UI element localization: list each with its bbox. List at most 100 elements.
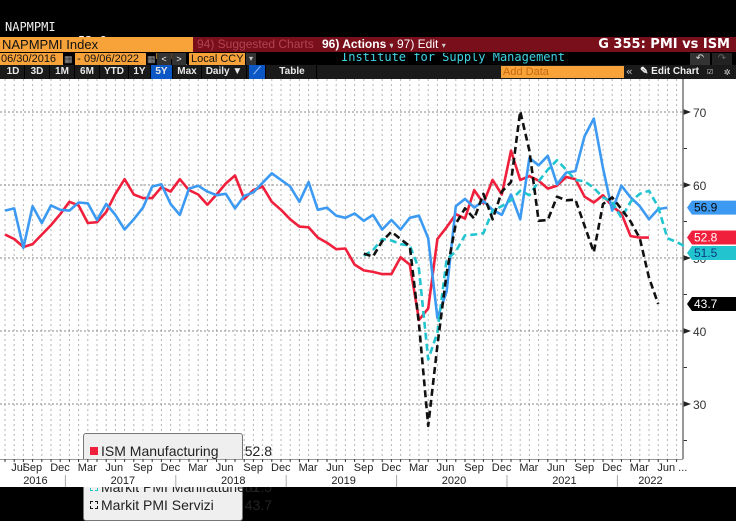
y-tick-marker: [683, 328, 691, 334]
range-3d-button[interactable]: 3D: [25, 65, 50, 79]
currency-select[interactable]: Local CCY: [189, 53, 245, 65]
actions-menu[interactable]: 96) Actions ▾: [318, 37, 394, 52]
legend-label: Markit PMI Servizi: [101, 497, 214, 513]
ticker: NAPMPMI: [5, 20, 56, 34]
redo-icon[interactable]: ↷: [712, 53, 732, 65]
range-ytd-button[interactable]: YTD: [100, 65, 129, 79]
range-5y-button[interactable]: 5Y: [151, 65, 173, 79]
edit-chart-label: Edit Chart: [651, 66, 699, 77]
y-tick-label: 40: [693, 325, 707, 339]
x-month-label: Jun: [216, 462, 234, 474]
quote-header: NAPMPMI 52.8 For Aug Next Release 03 Oct…: [0, 6, 736, 132]
calendar-icon[interactable]: ▦: [147, 54, 156, 64]
series-line-ism-manufacturing: [4, 149, 649, 322]
range-toolbar: 1D 3D 1M 6M YTD 1Y 5Y Max Daily ▼ ⟋ Tabl…: [0, 65, 736, 79]
chevron-down-icon: ▾: [441, 41, 446, 50]
range-1m-button[interactable]: 1M: [50, 65, 75, 79]
legend-swatch: [90, 501, 98, 509]
x-month-label: Mar: [519, 462, 538, 474]
x-year-label: 2021: [552, 475, 576, 487]
security-input[interactable]: NAPMPMI Index: [0, 37, 193, 52]
y-tick-marker: [683, 255, 691, 261]
y-tick-marker: [683, 182, 691, 188]
x-month-label: Sep: [354, 462, 374, 474]
line-chart-icon[interactable]: ⟋: [249, 65, 266, 79]
series-line-markit-pmi-manifatturiero: [363, 158, 687, 361]
x-year-label: 2017: [111, 475, 135, 487]
y-tick-label: 60: [693, 179, 707, 193]
edit-label: 97) Edit: [397, 37, 439, 51]
series-line-markit-pmi-servizi: [363, 110, 660, 428]
x-month-label: Dec: [492, 462, 512, 474]
chevron-down-icon[interactable]: ▾: [246, 53, 256, 65]
x-month-label: Sep: [133, 462, 153, 474]
undo-icon[interactable]: ↶: [690, 53, 710, 65]
end-date-input[interactable]: 09/06/2022: [83, 53, 146, 65]
axis-value-tag: [687, 246, 736, 261]
x-axis: Jul Sep Dec Mar Jun Sep Dec Mar Jun Sep Dec Mar Jun S…: [0, 458, 736, 487]
y-tick-marker: [683, 401, 691, 407]
x-month-label: Dec: [602, 462, 622, 474]
legend-value: 52.8: [244, 443, 272, 459]
gear-icon[interactable]: ✲: [723, 65, 731, 78]
x-month-label: Jun ...: [657, 462, 687, 474]
y-tick-label: 70: [693, 106, 707, 120]
x-month-label: Dec: [271, 462, 291, 474]
legend-item-ism-manufacturing[interactable]: ISM Manufacturing 52.8: [90, 442, 280, 460]
chart-svg: 304050607056.952.851.543.7: [0, 79, 736, 459]
x-month-label: Dec: [161, 462, 181, 474]
x-year-label: 2022: [638, 475, 662, 487]
axis-value-tag: [687, 200, 736, 215]
y-tick-marker: [683, 109, 691, 115]
x-month-label: Mar: [78, 462, 97, 474]
x-month-label: Dec: [381, 462, 401, 474]
x-month-label: Mar: [630, 462, 649, 474]
calendar-icon[interactable]: ▦: [64, 54, 73, 64]
edit-menu[interactable]: 97) Edit ▾: [393, 37, 459, 52]
axis-value-tag-label: 43.7: [694, 297, 718, 311]
x-month-label: Sep: [23, 462, 43, 474]
add-data-input[interactable]: Add Data: [501, 66, 624, 78]
next-period-button[interactable]: >: [172, 53, 186, 65]
range-6m-button[interactable]: 6M: [75, 65, 100, 79]
x-month-label: Jun: [437, 462, 455, 474]
start-date-input[interactable]: 06/30/2016: [0, 53, 63, 65]
suggested-charts-button[interactable]: 94) Suggested Charts: [193, 37, 319, 52]
chart-options-icon[interactable]: ☑: [706, 66, 714, 77]
range-1d-button[interactable]: 1D: [2, 65, 25, 79]
range-max-button[interactable]: Max: [173, 65, 202, 79]
x-year-label: 2019: [331, 475, 355, 487]
collapse-icon[interactable]: «: [626, 65, 633, 78]
x-month-label: Mar: [299, 462, 318, 474]
chart-title: G 355: PMI vs ISM: [598, 37, 730, 52]
pencil-icon: ✎: [640, 66, 649, 77]
edit-chart-button[interactable]: ✎ Edit Chart: [640, 65, 699, 79]
x-month-label: Sep: [464, 462, 484, 474]
legend-swatch: [90, 447, 98, 455]
axis-value-tag: [687, 230, 736, 245]
x-month-label: Sep: [243, 462, 263, 474]
security-bar: NAPMPMI Index 94) Suggested Charts 96) A…: [0, 37, 736, 53]
x-month-label: Mar: [188, 462, 207, 474]
chart-area: 304050607056.952.851.543.7 ISM Manufactu…: [0, 79, 736, 521]
y-tick-label: 30: [693, 398, 707, 412]
legend-label: ISM Manufacturing: [101, 443, 219, 459]
x-year-label: 2016: [23, 475, 47, 487]
range-1y-button[interactable]: 1Y: [129, 65, 151, 79]
axis-value-tag: [687, 296, 736, 311]
x-month-label: Dec: [50, 462, 70, 474]
prev-period-button[interactable]: <: [157, 53, 171, 65]
x-month-label: Jun: [105, 462, 123, 474]
legend-item-markit-servizi[interactable]: Markit PMI Servizi 43.7: [90, 496, 280, 514]
source-name: Institute for Supply Management: [341, 50, 565, 64]
chevron-down-icon: ▾: [389, 41, 394, 50]
axis-value-tag-label: 56.9: [694, 201, 718, 215]
axis-value-tag-label: 51.5: [694, 246, 718, 260]
table-button[interactable]: Table: [268, 65, 317, 79]
x-month-label: Sep: [575, 462, 595, 474]
frequency-select[interactable]: Daily ▼: [202, 65, 247, 79]
axis-value-tag-label: 52.8: [694, 231, 718, 245]
actions-label: 96) Actions: [322, 37, 387, 51]
x-month-label: Mar: [409, 462, 428, 474]
